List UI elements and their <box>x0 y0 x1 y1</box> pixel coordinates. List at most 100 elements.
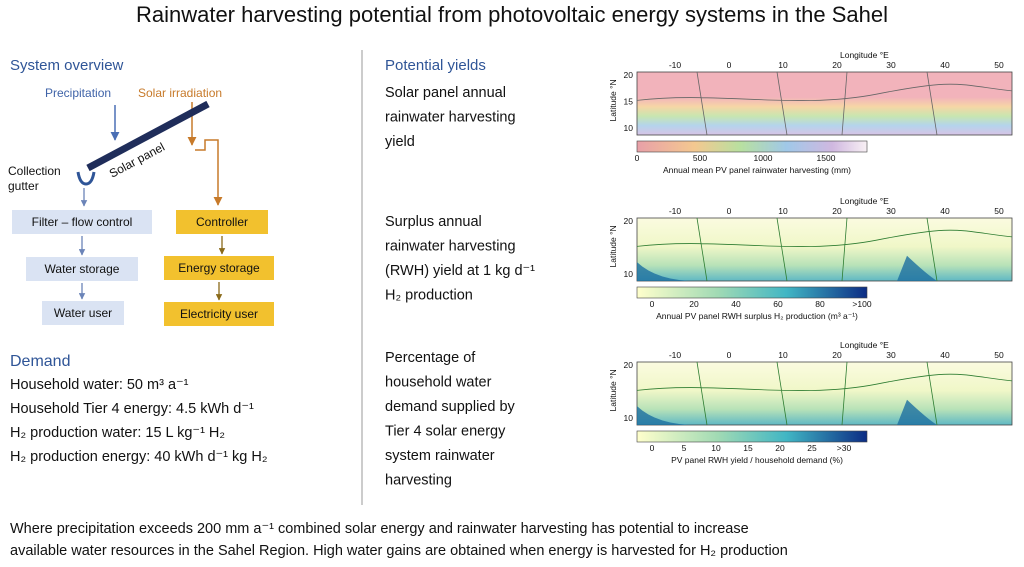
panel-description: yield <box>385 134 415 150</box>
panel-description: household water <box>385 375 492 391</box>
demand-item: H₂ production water: 15 L kg⁻¹ H₂ <box>10 425 225 441</box>
longitude-label: Longitude °E <box>840 196 889 206</box>
lat-tick: 10 <box>624 413 634 423</box>
panel-description: Surplus annual <box>385 214 482 230</box>
lat-tick: 10 <box>624 269 634 279</box>
lon-tick: 20 <box>832 60 842 70</box>
solar-panel <box>86 100 210 172</box>
panel-description: Tier 4 solar energy <box>385 424 506 440</box>
map <box>636 361 1013 426</box>
section-heading: Demand <box>10 353 70 370</box>
box <box>164 302 274 326</box>
colorbar-tick: 5 <box>682 443 687 453</box>
lon-tick: 10 <box>778 350 788 360</box>
lon-tick: 50 <box>994 350 1004 360</box>
lon-tick: 20 <box>832 350 842 360</box>
colorbar-tick: 15 <box>743 443 753 453</box>
lat-tick: 20 <box>624 360 634 370</box>
lon-tick: 40 <box>940 206 950 216</box>
panel-description: H₂ production <box>385 288 473 304</box>
colorbar-tick: 10 <box>711 443 721 453</box>
latitude-label: Latitude °N <box>608 225 618 267</box>
lat-tick: 20 <box>624 216 634 226</box>
box-label: Electricity user <box>180 307 258 321</box>
panel-description: rainwater harvesting <box>385 110 516 126</box>
gutter <box>76 171 96 186</box>
power-line <box>195 139 223 206</box>
colorbar-tick: 20 <box>775 443 785 453</box>
colorbar-tick: 0 <box>635 153 640 163</box>
box <box>42 301 124 325</box>
box <box>176 210 268 234</box>
conclusion-line: available water resources in the Sahel R… <box>10 543 788 559</box>
colorbar-label: Annual mean PV panel rainwater harvestin… <box>663 165 851 175</box>
lon-tick: -10 <box>669 60 682 70</box>
colorbar <box>636 286 868 299</box>
panel-description: (RWH) yield at 1 kg d⁻¹ <box>385 263 535 279</box>
latitude-label: Latitude °N <box>608 369 618 411</box>
colorbar-tick: 80 <box>815 299 825 309</box>
lon-tick: 40 <box>940 350 950 360</box>
map-borders <box>636 71 1013 136</box>
panel-description: harvesting <box>385 473 452 489</box>
colorbar-tick: >30 <box>837 443 852 453</box>
lon-tick: 0 <box>727 206 732 216</box>
conclusion-line: Where precipitation exceeds 200 mm a⁻¹ c… <box>10 521 749 537</box>
colorbar-tick: >100 <box>852 299 871 309</box>
colorbar-tick: 40 <box>731 299 741 309</box>
irradiation-label: Solar irradiation <box>138 86 222 100</box>
lat-tick: 10 <box>624 123 634 133</box>
colorbar-tick: 1500 <box>817 153 836 163</box>
title: Rainwater harvesting potential from phot… <box>136 2 888 27</box>
lon-tick: 30 <box>886 206 896 216</box>
box <box>12 210 152 234</box>
latitude-label: Latitude °N <box>608 79 618 121</box>
demand-item: H₂ production energy: 40 kWh d⁻¹ kg H₂ <box>10 449 267 465</box>
lon-tick: 30 <box>886 350 896 360</box>
lon-tick: 50 <box>994 60 1004 70</box>
lon-tick: 50 <box>994 206 1004 216</box>
colorbar-label: PV panel RWH yield / household demand (%… <box>671 455 843 465</box>
map-borders <box>636 217 1013 282</box>
colorbar-tick: 500 <box>693 153 707 163</box>
demand-item: Household Tier 4 energy: 4.5 kWh d⁻¹ <box>10 401 254 417</box>
box-label: Energy storage <box>178 261 260 275</box>
map <box>636 217 1013 282</box>
colorbar-tick: 0 <box>650 299 655 309</box>
colorbar-tick: 1000 <box>754 153 773 163</box>
box-label: Controller <box>196 215 248 229</box>
lon-tick: 20 <box>832 206 842 216</box>
lon-tick: 10 <box>778 206 788 216</box>
lon-tick: -10 <box>669 206 682 216</box>
panel-description: demand supplied by <box>385 399 516 415</box>
colorbar-tick: 20 <box>689 299 699 309</box>
panel-description: Solar panel annual <box>385 85 506 101</box>
solar-panel-label: Solar panel <box>107 140 167 181</box>
lat-tick: 20 <box>624 70 634 80</box>
lon-tick: 30 <box>886 60 896 70</box>
gutter-label: Collection <box>8 164 61 178</box>
section-heading: Potential yields <box>385 57 486 74</box>
lon-tick: 40 <box>940 60 950 70</box>
colorbar-tick: 60 <box>773 299 783 309</box>
lon-tick: 0 <box>727 350 732 360</box>
section-heading: System overview <box>10 57 124 74</box>
longitude-label: Longitude °E <box>840 50 889 60</box>
box-label: Water user <box>54 306 112 320</box>
precipitation-label: Precipitation <box>45 86 111 100</box>
box <box>26 257 138 281</box>
map <box>636 71 1013 136</box>
panel-description: Percentage of <box>385 350 476 366</box>
panel-description: system rainwater <box>385 448 495 464</box>
lon-tick: 0 <box>727 60 732 70</box>
lon-tick: 10 <box>778 60 788 70</box>
map-borders <box>636 361 1013 426</box>
demand-item: Household water: 50 m³ a⁻¹ <box>10 377 189 393</box>
gutter-label: gutter <box>8 179 39 193</box>
map-highlight <box>637 399 937 425</box>
map-highlight <box>637 255 937 281</box>
colorbar-tick: 0 <box>650 443 655 453</box>
longitude-label: Longitude °E <box>840 340 889 350</box>
box-label: Water storage <box>45 262 120 276</box>
